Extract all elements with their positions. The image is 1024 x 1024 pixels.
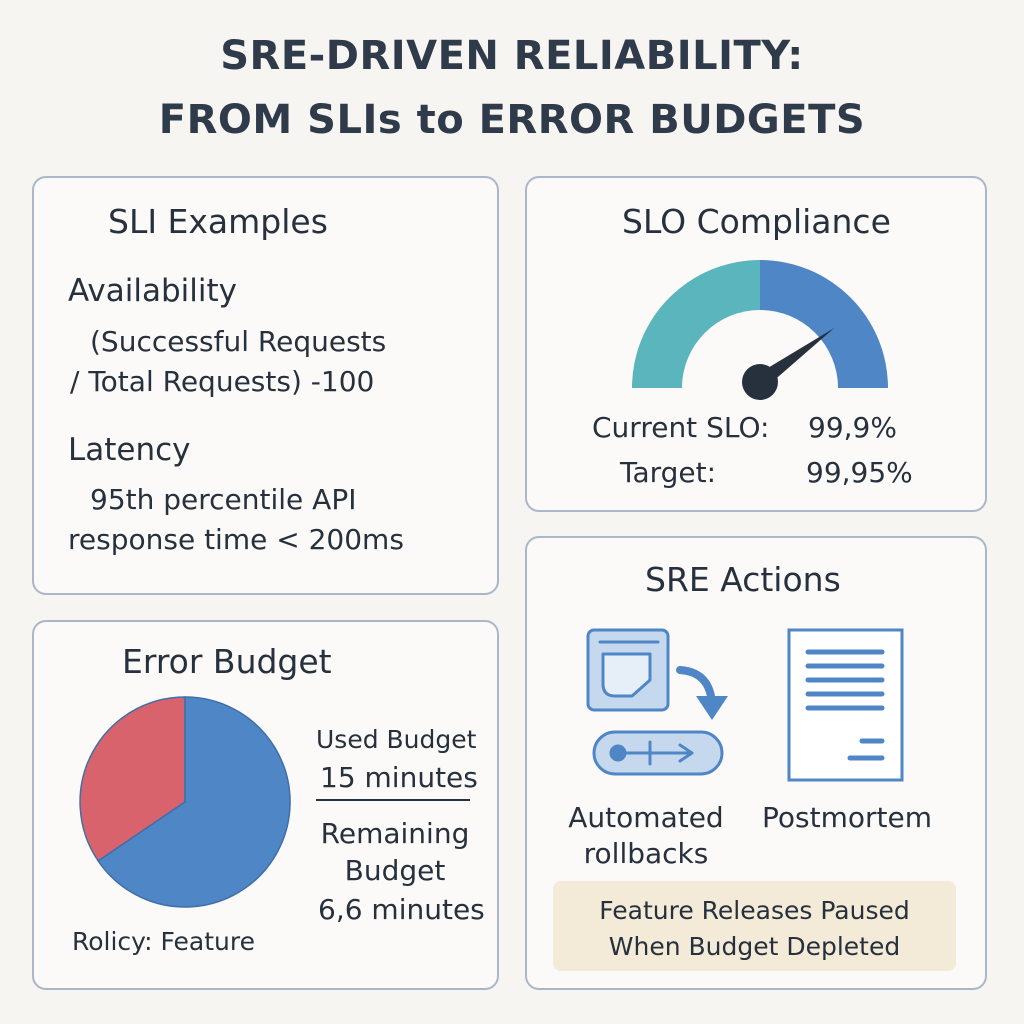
remaining-budget-label-line-2: Budget <box>344 854 446 887</box>
latency-description-line-2: response time < 200ms <box>68 523 404 556</box>
page-title-line-2: FROM SLIs to ERROR BUDGETS <box>158 97 866 143</box>
remaining-budget-label-line-1: Remaining <box>320 817 470 850</box>
postmortem-label: Postmortem <box>762 801 932 834</box>
latency-description-line-1: 95th percentile API <box>90 483 357 516</box>
used-budget-label: Used Budget <box>316 725 477 754</box>
availability-formula-line-1: (Successful Requests <box>90 325 387 358</box>
latency-label: Latency <box>68 432 191 468</box>
target-slo-value: 99,95% <box>806 456 913 489</box>
sli-examples-card <box>32 176 499 595</box>
availability-label: Availability <box>68 273 237 309</box>
sli-examples-heading: SLI Examples <box>108 202 328 241</box>
page-title-line-1: SRE-DRIVEN RELIABILITY: <box>220 33 804 79</box>
used-budget-value: 15 minutes <box>320 761 478 794</box>
banner-line-1: Feature Releases Paused <box>599 896 910 925</box>
current-slo-value: 99,9% <box>808 411 897 444</box>
sre-actions-heading: SRE Actions <box>645 560 841 599</box>
remaining-budget-value: 6,6 minutes <box>318 893 485 926</box>
target-slo-label: Target: <box>620 456 717 489</box>
slo-compliance-heading: SLO Compliance <box>622 202 891 241</box>
availability-formula-line-2: / Total Requests) -100 <box>70 365 375 398</box>
error-budget-heading: Error Budget <box>122 642 332 681</box>
current-slo-label: Current SLO: <box>592 411 770 444</box>
budget-divider <box>316 799 470 801</box>
automated-rollbacks-label-line-1: Automated <box>568 801 724 834</box>
policy-text: Rolicy: Feature <box>72 927 255 956</box>
automated-rollbacks-label-line-2: rollbacks <box>583 837 709 870</box>
banner-line-2: When Budget Depleted <box>608 932 901 961</box>
release-policy-banner <box>553 881 956 971</box>
